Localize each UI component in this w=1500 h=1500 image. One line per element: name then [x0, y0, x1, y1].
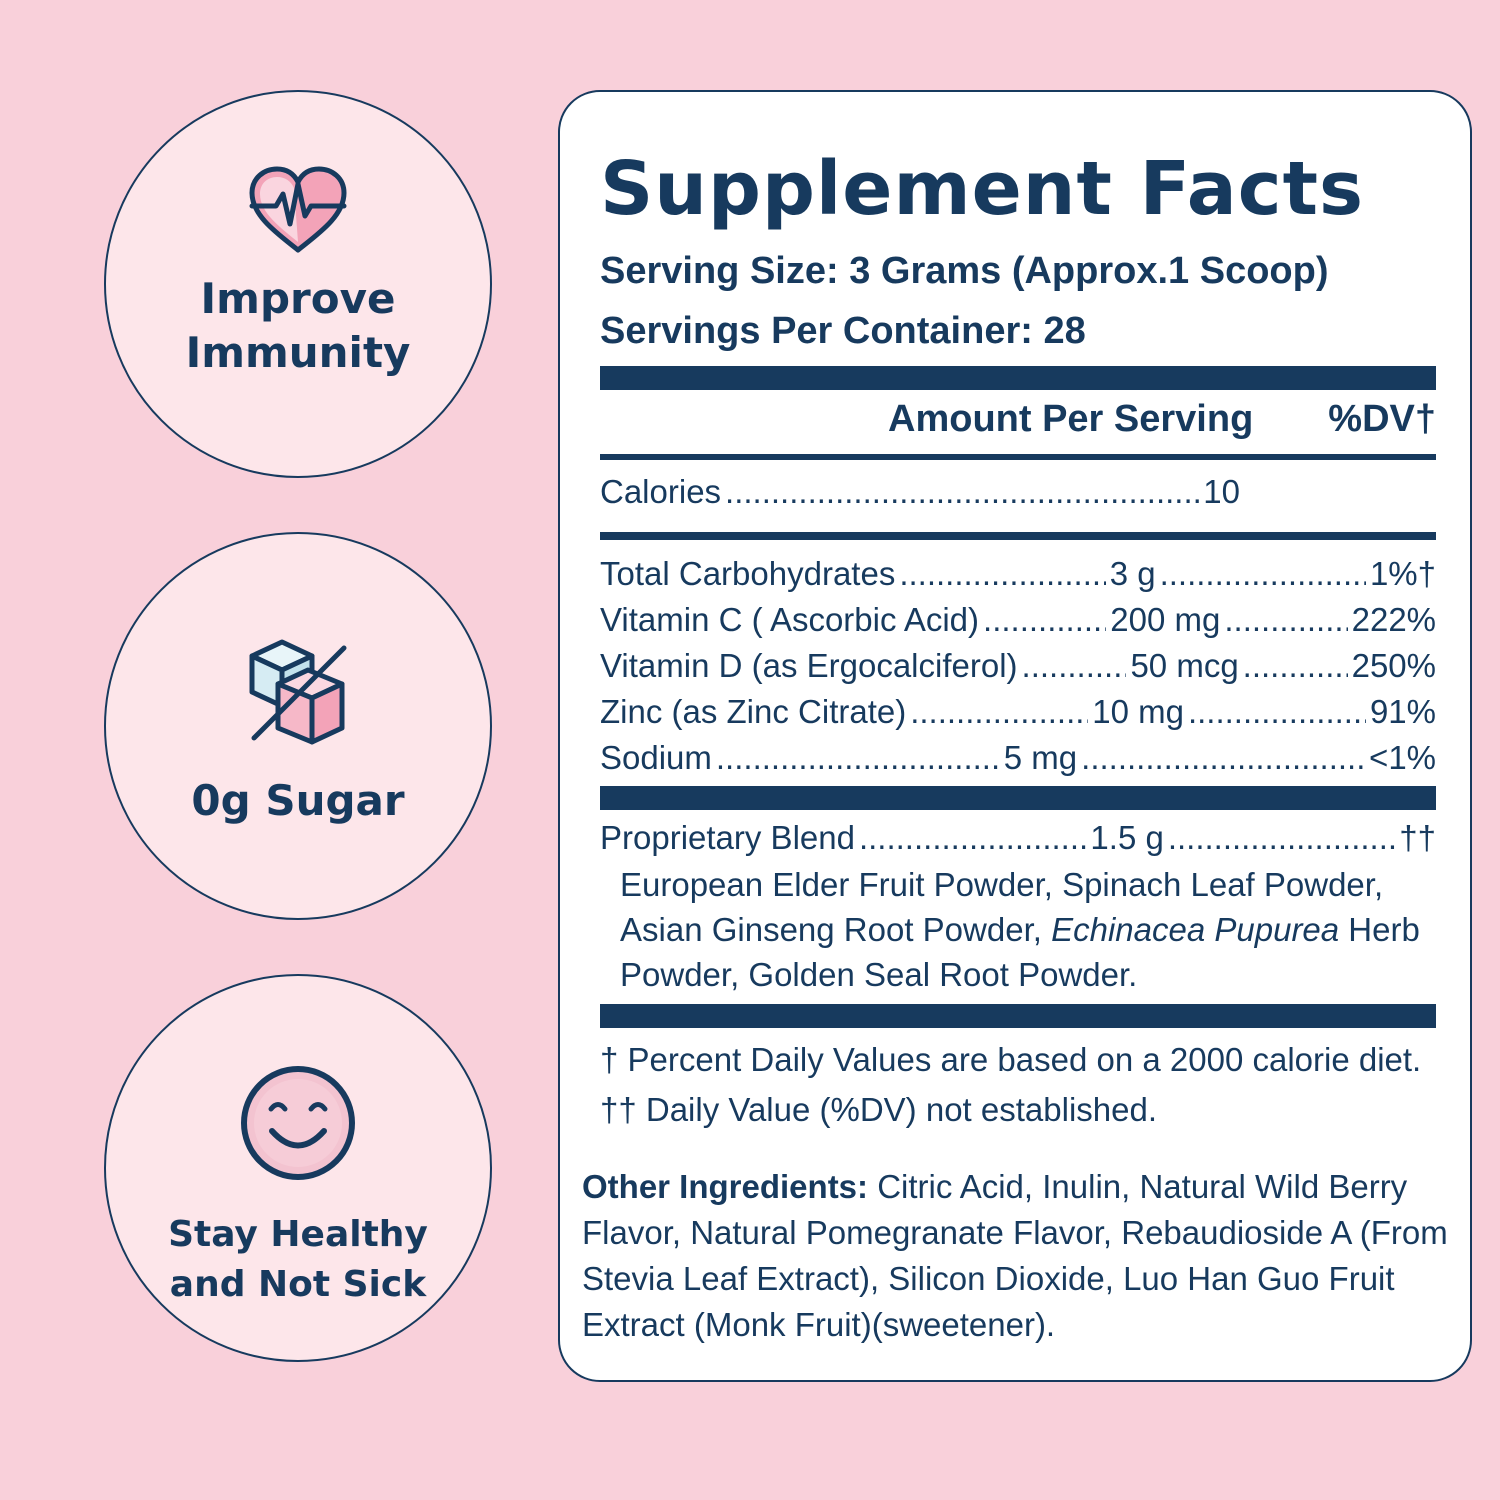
- other-ingredients: Other Ingredients: Citric Acid, Inulin, …: [582, 1164, 1462, 1348]
- nutrient-name: Sodium: [600, 739, 712, 776]
- leader-dots: [1168, 818, 1395, 858]
- nutrient-name: Calories: [600, 473, 722, 510]
- blend-text-italic: Echinacea Pupurea: [1051, 911, 1340, 948]
- nutrient-amount: 5 mg: [1003, 739, 1078, 776]
- heart-pulse-icon: [248, 166, 348, 261]
- badge-label: Stay Healthy and Not Sick: [168, 1214, 428, 1305]
- nutrient-row: Vitamin D (as Ergocalciferol) 50 mcg 250…: [600, 646, 1436, 686]
- badge-stay-healthy: Stay Healthy and Not Sick: [104, 974, 492, 1362]
- facts-title: Supplement Facts: [600, 146, 1365, 232]
- column-header: Amount Per Serving %DV†: [600, 394, 1436, 444]
- other-ingredients-text: Citric Acid, Inulin, Natural Wild Berry …: [582, 1168, 1448, 1343]
- nutrient-name: Proprietary Blend: [600, 819, 855, 856]
- leader-dots: [1224, 600, 1347, 640]
- other-ingredients-label: Other Ingredients:: [582, 1168, 869, 1205]
- blend-text: European Elder Fruit Powder, Spinach Lea…: [620, 866, 1384, 948]
- footnote-dv: † Percent Daily Values are based on a 20…: [600, 1041, 1422, 1078]
- leader-dots: [716, 738, 1000, 778]
- leader-dots: [859, 818, 1086, 858]
- leader-dots: [725, 472, 1199, 512]
- badge-improve-immunity: Improve Immunity: [104, 90, 492, 478]
- nutrient-name: Zinc (as Zinc Citrate): [600, 693, 907, 730]
- blend-row: Proprietary Blend 1.5 g ††: [600, 818, 1436, 858]
- nutrient-amount: 1.5 g: [1090, 819, 1164, 856]
- blend-text: Herb Powder, Golden Seal Root Powder.: [620, 911, 1420, 993]
- leader-dots: [1243, 646, 1348, 686]
- calories-row: Calories 10: [600, 472, 1240, 512]
- nutrient-name: Vitamin C ( Ascorbic Acid): [600, 601, 980, 638]
- leader-dots: [1022, 646, 1127, 686]
- leader-dots: [1160, 554, 1366, 594]
- nutrient-row: Total Carbohydrates 3 g 1%†: [600, 554, 1436, 594]
- nutrient-dv: 91%: [1369, 693, 1436, 730]
- badge-0g-sugar: 0g Sugar: [104, 532, 492, 920]
- footnote-not-established: †† Daily Value (%DV) not established.: [600, 1091, 1158, 1128]
- thick-divider: [600, 1004, 1436, 1028]
- smiley-face-icon: [239, 1064, 357, 1187]
- divider: [600, 454, 1436, 460]
- supplement-facts-panel: Supplement Facts Serving Size: 3 Grams (…: [558, 90, 1472, 1382]
- nutrient-row: Sodium 5 mg <1%: [600, 738, 1436, 778]
- serving-size: Serving Size: 3 Grams (Approx.1 Scoop): [600, 250, 1329, 292]
- nutrient-row: Vitamin C ( Ascorbic Acid) 200 mg 222%: [600, 600, 1436, 640]
- nutrient-dv: <1%: [1369, 739, 1437, 776]
- sugar-cube-crossed-icon: [248, 634, 348, 755]
- leader-dots: [1188, 692, 1366, 732]
- nutrient-name: Vitamin D (as Ergocalciferol): [600, 647, 1018, 684]
- leader-dots: [983, 600, 1106, 640]
- leader-dots: [1081, 738, 1365, 778]
- header-amount: Amount Per Serving: [888, 398, 1254, 440]
- nutrient-amount: 200 mg: [1110, 601, 1221, 638]
- nutrient-name: Total Carbohydrates: [600, 555, 896, 592]
- header-dv: %DV†: [1328, 398, 1436, 440]
- blend-ingredients: European Elder Fruit Powder, Spinach Lea…: [620, 862, 1440, 997]
- nutrient-dv: 1%†: [1369, 555, 1437, 592]
- divider: [600, 532, 1436, 540]
- thick-divider: [600, 786, 1436, 810]
- nutrient-dv: 250%: [1351, 647, 1436, 684]
- servings-per-container: Servings Per Container: 28: [600, 310, 1086, 352]
- nutrient-dv: ††: [1399, 819, 1436, 856]
- leader-dots: [910, 692, 1088, 732]
- nutrient-amount: 3 g: [1109, 555, 1156, 592]
- badge-label: 0g Sugar: [191, 776, 405, 825]
- nutrient-amount: 10: [1203, 473, 1240, 510]
- leader-dots: [899, 554, 1105, 594]
- nutrient-dv: 222%: [1351, 601, 1437, 638]
- thick-divider: [600, 366, 1436, 390]
- nutrient-amount: 50 mcg: [1130, 647, 1239, 684]
- badge-label: Improve Immunity: [185, 274, 411, 377]
- nutrient-amount: 10 mg: [1092, 693, 1184, 730]
- nutrient-row: Zinc (as Zinc Citrate) 10 mg 91%: [600, 692, 1436, 732]
